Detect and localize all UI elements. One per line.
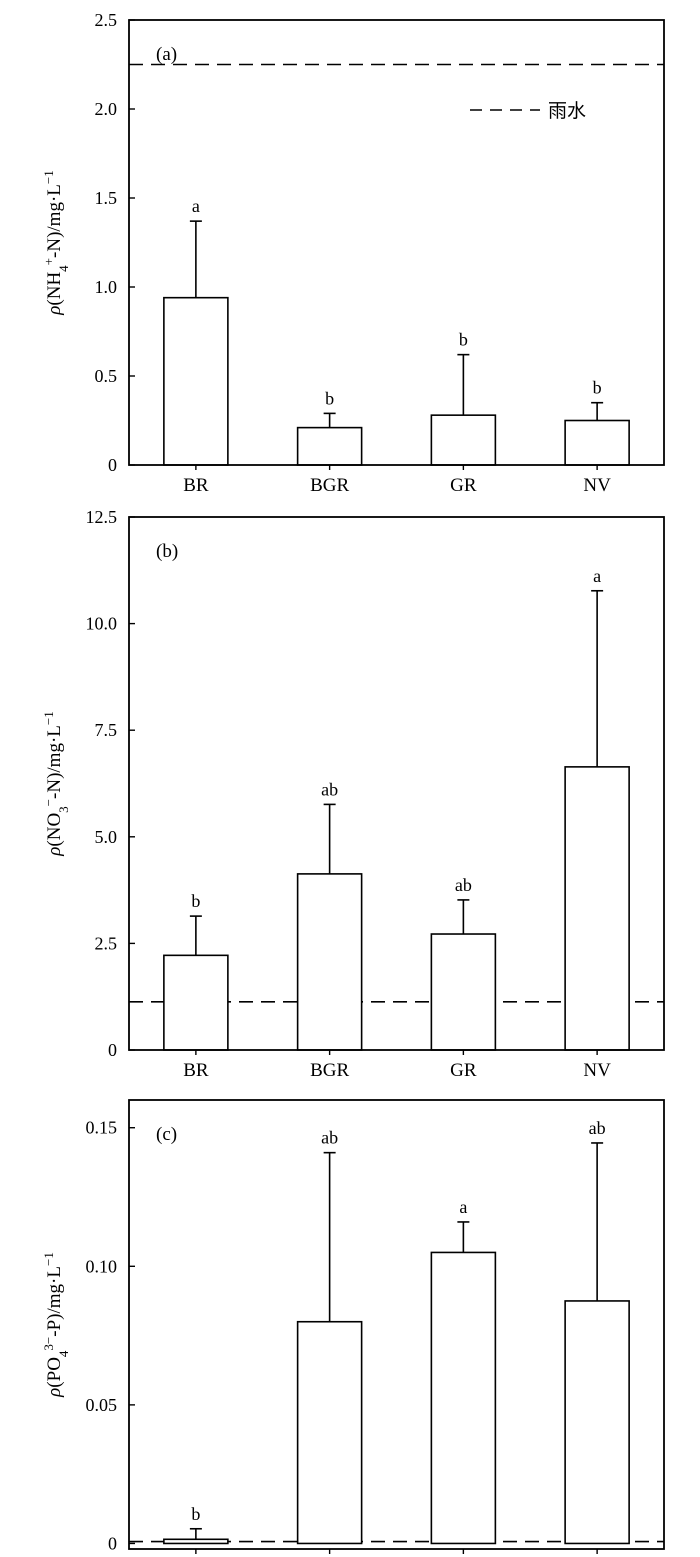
panel-label: (c): [156, 1124, 177, 1145]
chart-panel-3: bBRabBGRaGRabNV00.050.100.15(c)ρ(PO43−-P…: [41, 1099, 665, 1554]
significance-letter: ab: [589, 1118, 606, 1138]
significance-letter: ab: [321, 779, 338, 799]
y-tick-label: 2.0: [95, 99, 118, 119]
y-tick-label: 0.5: [95, 366, 118, 386]
significance-letter: b: [191, 891, 200, 911]
bar-GR: [430, 414, 497, 466]
y-tick-label: 12.5: [86, 507, 118, 527]
significance-letter: a: [192, 196, 200, 216]
bar-BR: [163, 954, 229, 1051]
x-tick-label: GR: [450, 1060, 477, 1081]
y-axis-label: ρ(NH4+-N)/mg·L−1: [41, 170, 71, 315]
significance-letter: b: [325, 388, 334, 408]
significance-letter: a: [459, 1197, 467, 1217]
y-tick-label: 0: [108, 1533, 117, 1553]
bar-BR: [163, 1538, 229, 1545]
bar-NV: [564, 766, 630, 1051]
y-tick-label: 0.10: [86, 1256, 118, 1276]
y-tick-label: 0: [108, 1040, 117, 1060]
plot-frame: [128, 19, 665, 466]
legend-label: 雨水: [548, 100, 586, 122]
y-tick-label: 0.05: [86, 1395, 118, 1415]
bar-BGR: [296, 426, 363, 466]
y-tick-label: 2.5: [95, 933, 118, 953]
y-axis-label: ρ(PO43−-P)/mg·L−1: [41, 1252, 71, 1398]
x-tick-label: BGR: [310, 1060, 349, 1081]
y-axis-label: ρ(NO3−-N)/mg·L−1: [41, 711, 71, 856]
bar-NV: [564, 419, 630, 466]
y-tick-label: 0.15: [86, 1118, 118, 1138]
x-tick-label: BGR: [310, 475, 349, 496]
x-tick-label: NV: [583, 1060, 611, 1081]
bar-BGR: [296, 873, 363, 1051]
significance-letter: a: [593, 566, 601, 586]
x-tick-label: NV: [583, 475, 611, 496]
chart-panel-2: b BR ab BGR ab GR a NV 0 2.5 5.0 7.5 10.0 12.5 (b) ρ(NO…: [41, 507, 665, 1081]
chart-panel-1: a BR b BGR b GR b NV 0 0.5 1.0 1.5 2.0 2.5 (a) ρ(NH4+-N…: [41, 10, 665, 496]
y-tick-label: 10.0: [86, 614, 118, 634]
significance-letter: ab: [321, 1128, 338, 1148]
panel-label: (a): [156, 44, 177, 65]
y-tick-label: 5.0: [95, 827, 118, 847]
significance-letter: b: [459, 330, 468, 350]
significance-letter: ab: [455, 875, 472, 895]
y-tick-label: 1.5: [95, 188, 118, 208]
plot-frame: [128, 516, 665, 1051]
y-tick-label: 7.5: [95, 720, 118, 740]
y-tick-label: 0: [108, 455, 117, 475]
x-tick-label: BR: [183, 1060, 209, 1081]
bar-BR: [163, 296, 229, 466]
panel-label: (b): [156, 541, 178, 562]
significance-letter: b: [593, 378, 602, 398]
x-tick-label: GR: [450, 475, 477, 496]
y-tick-label: 1.0: [95, 277, 118, 297]
bar-GR: [430, 933, 497, 1051]
bar-NV: [564, 1300, 630, 1545]
significance-letter: b: [191, 1504, 200, 1524]
bar-GR: [430, 1251, 497, 1545]
legend: 雨水: [470, 100, 586, 122]
x-tick-label: BR: [183, 475, 209, 496]
bar-BGR: [296, 1320, 363, 1545]
y-tick-label: 2.5: [95, 10, 118, 30]
plot-frame: [128, 1099, 665, 1550]
